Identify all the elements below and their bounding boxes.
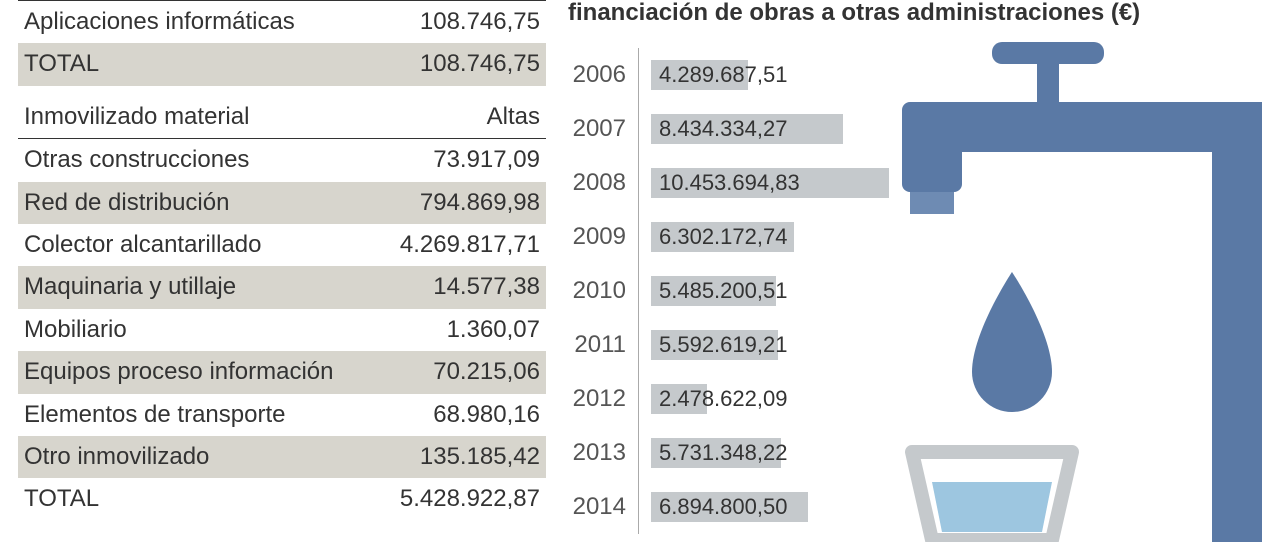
bar-shell: 6.302.172,74 bbox=[651, 222, 1262, 252]
table-section-2: Inmovilizado material Altas Otras constr… bbox=[18, 96, 546, 521]
table-row: Elementos de transporte68.980,16 bbox=[18, 394, 546, 436]
bar-year-label: 2006 bbox=[568, 61, 638, 89]
table-cell-value: 108.746,75 bbox=[378, 43, 546, 85]
bar-shell: 2.478.622,09 bbox=[651, 384, 1262, 414]
axis-rule bbox=[638, 156, 651, 210]
bar-shell: 5.731.348,22 bbox=[651, 438, 1262, 468]
bar-value-label: 2.478.622,09 bbox=[659, 384, 787, 414]
table-cell-label: Equipos proceso información bbox=[18, 351, 376, 393]
axis-rule bbox=[638, 426, 651, 480]
bar-year-label: 2009 bbox=[568, 223, 638, 251]
chart-panel: financiación de obras a otras administra… bbox=[560, 0, 1280, 548]
bar-row: 2014 6.894.800,50 bbox=[568, 480, 1262, 534]
chart-title: financiación de obras a otras administra… bbox=[568, 0, 1262, 26]
bar-row: 2009 6.302.172,74 bbox=[568, 210, 1262, 264]
bar-year-label: 2013 bbox=[568, 439, 638, 467]
bar-value-label: 5.592.619,21 bbox=[659, 330, 787, 360]
axis-rule bbox=[638, 372, 651, 426]
table-header-label: Inmovilizado material bbox=[18, 96, 376, 139]
table-header-row: Inmovilizado material Altas bbox=[18, 96, 546, 139]
table-row: Equipos proceso información70.215,06 bbox=[18, 351, 546, 393]
axis-rule bbox=[638, 102, 651, 156]
table-cell-label: Otro inmovilizado bbox=[18, 436, 376, 478]
table-section-1: Aplicaciones informáticas108.746,75TOTAL… bbox=[18, 1, 546, 86]
bar-shell: 5.592.619,21 bbox=[651, 330, 1262, 360]
table-row: Mobiliario1.360,07 bbox=[18, 309, 546, 351]
table-cell-value: 14.577,38 bbox=[376, 266, 546, 308]
bar-shell: 5.485.200,51 bbox=[651, 276, 1262, 306]
bar-value-label: 5.731.348,22 bbox=[659, 438, 787, 468]
bar-value-label: 4.289.687,51 bbox=[659, 60, 787, 90]
bar-row: 2008 10.453.694,83 bbox=[568, 156, 1262, 210]
bar-value-label: 5.485.200,51 bbox=[659, 276, 787, 306]
bar-year-label: 2012 bbox=[568, 385, 638, 413]
bar-row: 2006 4.289.687,51 bbox=[568, 48, 1262, 102]
table-header-value: Altas bbox=[376, 96, 546, 139]
bar-row: 2013 5.731.348,22 bbox=[568, 426, 1262, 480]
bar-shell: 4.289.687,51 bbox=[651, 60, 1262, 90]
bar-year-label: 2011 bbox=[568, 331, 638, 359]
bar-year-label: 2014 bbox=[568, 493, 638, 521]
table-cell-label: Otras construcciones bbox=[18, 139, 376, 181]
table-cell-value: 1.360,07 bbox=[376, 309, 546, 351]
table-cell-label: Mobiliario bbox=[18, 309, 376, 351]
table-cell-label: TOTAL bbox=[18, 43, 378, 85]
table-row: Colector alcantarillado4.269.817,71 bbox=[18, 224, 546, 266]
axis-rule bbox=[638, 210, 651, 264]
bar-row: 2011 5.592.619,21 bbox=[568, 318, 1262, 372]
table-row: Otro inmovilizado135.185,42 bbox=[18, 436, 546, 478]
bar-shell: 10.453.694,83 bbox=[651, 168, 1262, 198]
table-cell-value: 108.746,75 bbox=[378, 1, 546, 43]
tables-panel: Aplicaciones informáticas108.746,75TOTAL… bbox=[0, 0, 560, 548]
table-row: Maquinaria y utillaje14.577,38 bbox=[18, 266, 546, 308]
bar-row: 2010 5.485.200,51 bbox=[568, 264, 1262, 318]
table-row: Red de distribución794.869,98 bbox=[18, 182, 546, 224]
table-row: TOTAL108.746,75 bbox=[18, 43, 546, 85]
table-cell-label: TOTAL bbox=[18, 478, 376, 520]
bar-shell: 8.434.334,27 bbox=[651, 114, 1262, 144]
table-cell-value: 70.215,06 bbox=[376, 351, 546, 393]
table-cell-value: 68.980,16 bbox=[376, 394, 546, 436]
table-cell-value: 135.185,42 bbox=[376, 436, 546, 478]
bar-value-label: 6.894.800,50 bbox=[659, 492, 787, 522]
table-cell-label: Aplicaciones informáticas bbox=[18, 1, 378, 43]
bar-year-label: 2010 bbox=[568, 277, 638, 305]
table-cell-value: 73.917,09 bbox=[376, 139, 546, 181]
table-cell-label: Red de distribución bbox=[18, 182, 376, 224]
table-cell-value: 5.428.922,87 bbox=[376, 478, 546, 520]
axis-rule bbox=[638, 48, 651, 102]
bar-value-label: 8.434.334,27 bbox=[659, 114, 787, 144]
bar-value-label: 10.453.694,83 bbox=[659, 168, 800, 198]
table-cell-label: Colector alcantarillado bbox=[18, 224, 376, 266]
axis-rule bbox=[638, 318, 651, 372]
bar-value-label: 6.302.172,74 bbox=[659, 222, 787, 252]
table-cell-value: 794.869,98 bbox=[376, 182, 546, 224]
bar-row: 2007 8.434.334,27 bbox=[568, 102, 1262, 156]
bar-year-label: 2007 bbox=[568, 115, 638, 143]
bar-row: 2012 2.478.622,09 bbox=[568, 372, 1262, 426]
table-cell-label: Maquinaria y utillaje bbox=[18, 266, 376, 308]
bar-year-label: 2008 bbox=[568, 169, 638, 197]
bar-shell: 6.894.800,50 bbox=[651, 492, 1262, 522]
table-row: Aplicaciones informáticas108.746,75 bbox=[18, 1, 546, 43]
bar-chart: 2006 4.289.687,51 2007 8.434.334,27 2008 10.4… bbox=[568, 48, 1262, 534]
table-cell-value: 4.269.817,71 bbox=[376, 224, 546, 266]
axis-rule bbox=[638, 480, 651, 534]
table-cell-label: Elementos de transporte bbox=[18, 394, 376, 436]
table-row: TOTAL5.428.922,87 bbox=[18, 478, 546, 520]
table-row: Otras construcciones73.917,09 bbox=[18, 139, 546, 181]
axis-rule bbox=[638, 264, 651, 318]
